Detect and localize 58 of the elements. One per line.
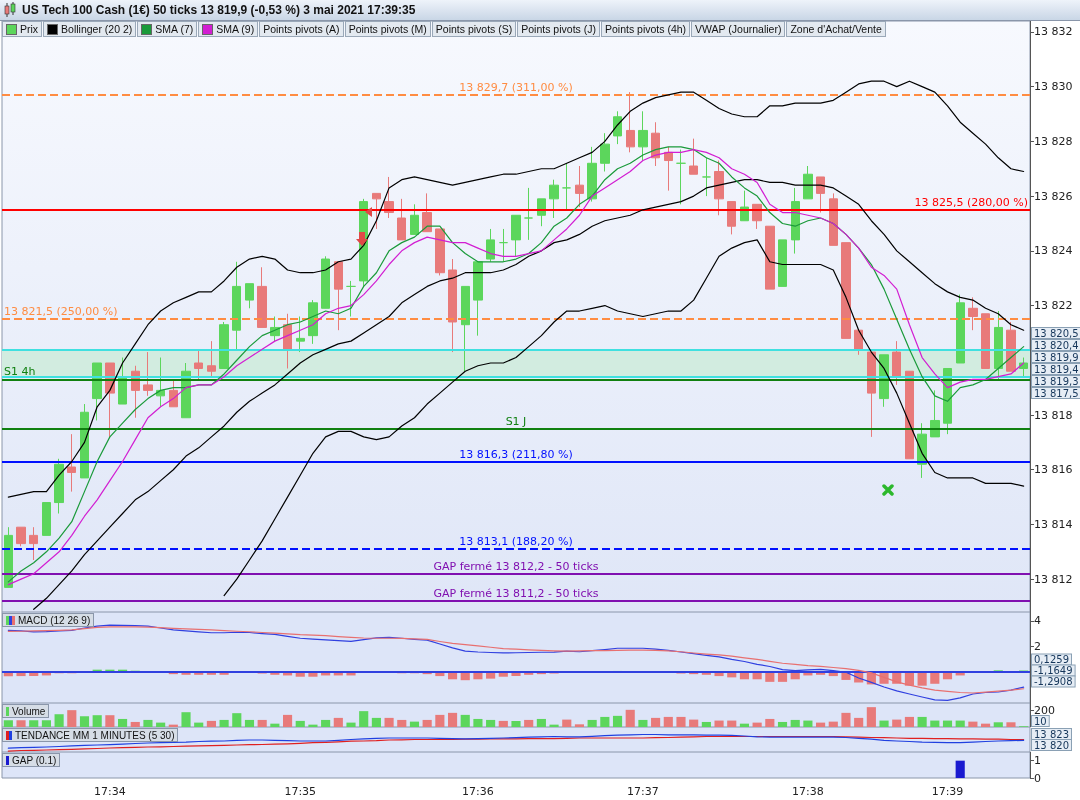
- y-tick-label: 13 818: [1034, 408, 1073, 422]
- annotation: Points pivots (S): [431, 21, 517, 37]
- y-tick-label: 13 832: [1034, 25, 1073, 39]
- text: -1,1649: [1034, 665, 1073, 677]
- text: US Tech 100 Cash (1€) 50 ticks 13 819,9 (-0,53 %) 3 mai 2021 17:39:35: [22, 3, 416, 17]
- y-tick-label: 13 816: [1034, 463, 1073, 477]
- y-tick-label: 1: [1034, 754, 1041, 768]
- y-tick-label: 4: [1034, 614, 1041, 628]
- ref-line-label: 13 821,5 (250,00 %): [4, 305, 118, 319]
- text: 13 819,4: [1034, 363, 1079, 375]
- text: 13 823: [1034, 728, 1069, 740]
- ref-line-label: 13 825,5 (280,00 %): [914, 195, 1028, 209]
- ref-line-label: S1 J: [505, 414, 527, 428]
- legend-label: Bollinger (20 2): [43, 21, 137, 37]
- annotation: Points pivots (M): [344, 21, 431, 37]
- x-tick-label: 17:34: [94, 785, 126, 798]
- text: 0,1259: [1034, 654, 1069, 666]
- x-tick-label: 17:36: [462, 785, 494, 798]
- annotation: Points pivots (J): [517, 21, 600, 37]
- text: 13 819,3: [1034, 375, 1079, 387]
- legend-label: Prix: [2, 21, 43, 37]
- y-tick-label: 13 812: [1034, 572, 1073, 586]
- legend-label: SMA (7): [137, 21, 198, 37]
- x-tick-label: 17:35: [284, 785, 317, 798]
- x-tick-label: 17:38: [792, 785, 824, 798]
- chart-title: Volume: [2, 704, 50, 718]
- ref-line-label: 13 829,7 (311,00 %): [459, 80, 573, 94]
- y-tick-label: 13 822: [1034, 299, 1073, 313]
- annotation: VWAP (Journalier): [691, 21, 786, 37]
- legend-label: SMA (9): [198, 21, 259, 37]
- y-tick-label: 13 826: [1034, 189, 1073, 203]
- y-tick-label: 13 824: [1034, 244, 1073, 258]
- x-tick-label: 17:39: [931, 785, 964, 798]
- y-tick-label: 13 814: [1034, 517, 1073, 531]
- text: -1,2908: [1034, 676, 1073, 688]
- chart-title: MACD (12 26 9): [2, 613, 95, 627]
- annotation: Points pivots (A): [259, 21, 344, 37]
- chart-title: TENDANCE MM 1 MINUTES (5 30): [2, 728, 179, 742]
- annotation: Zone d'Achat/Vente: [786, 21, 886, 37]
- ref-line-label: GAP fermé 13 812,2 - 50 ticks: [433, 559, 599, 573]
- y-tick-label: 13 830: [1034, 80, 1073, 94]
- ref-line-label: 13 816,3 (211,80 %): [459, 447, 573, 461]
- y-tick-label: 2: [1034, 640, 1041, 654]
- text: 13 820,4: [1034, 339, 1079, 351]
- x-tick-label: 17:37: [627, 785, 659, 798]
- text: 13 820,5: [1034, 327, 1079, 339]
- y-tick-label: 13 828: [1034, 134, 1073, 148]
- ref-line-label: S1 4h: [4, 365, 36, 379]
- ref-line-label: 13 813,1 (188,20 %): [459, 535, 573, 549]
- text: 13 820: [1034, 739, 1069, 751]
- y-tick-label: 0: [1034, 771, 1041, 785]
- ref-line-label: GAP fermé 13 811,2 - 50 ticks: [433, 587, 599, 601]
- chart-title: GAP (0.1): [2, 753, 61, 767]
- y-tick-label: 200: [1034, 704, 1055, 718]
- text: 13 819,9: [1034, 351, 1079, 363]
- text: 13 817,5: [1034, 387, 1079, 399]
- annotation: Points pivots (4h): [600, 21, 691, 37]
- text: 10: [1034, 715, 1047, 727]
